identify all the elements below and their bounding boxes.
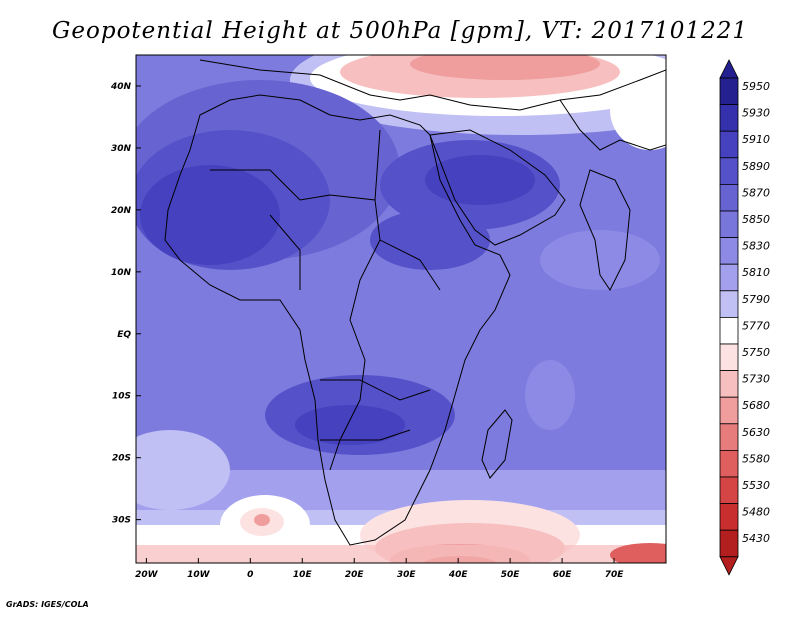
colorbar-label: 5480 bbox=[742, 506, 770, 519]
colorbar-cell bbox=[719, 529, 739, 558]
colorbar-label: 5930 bbox=[742, 107, 770, 120]
colorbar-label: 5810 bbox=[742, 266, 770, 279]
lat-tick-label: 10S bbox=[112, 392, 131, 402]
madagascar-coastline bbox=[481, 409, 513, 479]
shaded-field bbox=[136, 55, 666, 563]
india-coastline bbox=[579, 169, 631, 291]
lat-tick-label: 30N bbox=[111, 144, 132, 154]
lat-tick-label: 40N bbox=[110, 82, 132, 92]
lat-tick-label: 20N bbox=[111, 206, 132, 216]
colorbar-label: 5890 bbox=[742, 160, 770, 173]
lon-tick-label: 50E bbox=[501, 570, 521, 580]
lon-tick-label: 30E bbox=[397, 570, 417, 580]
colorbar-label: 5870 bbox=[742, 186, 770, 199]
grads-credit: GrADS: IGES/COLA bbox=[6, 600, 89, 609]
colorbar-cell bbox=[719, 449, 739, 478]
lon-tick-label: 0 bbox=[247, 570, 253, 580]
colorbar-cell bbox=[719, 290, 739, 318]
colorbar: 5950 5930 5910 5890 5870 5850 5830 5810 5790 5770… bbox=[719, 59, 770, 576]
map-frame bbox=[135, 54, 667, 564]
lon-tick-label: 70E bbox=[605, 570, 625, 580]
colorbar-cell bbox=[719, 423, 739, 451]
lon-tick-label: 10W bbox=[187, 570, 211, 580]
colorbar-cell bbox=[719, 370, 739, 398]
colorbar-label: 5580 bbox=[742, 452, 770, 465]
asia-border bbox=[559, 99, 666, 151]
longitude-axis: 20W 10W 0 10E 20E 30E 40E 50E 60E 70E bbox=[135, 558, 624, 580]
lat-tick-label: 30S bbox=[112, 516, 131, 526]
colorbar-label: 5730 bbox=[742, 373, 770, 386]
map-title: Geopotential Height at 500hPa [gpm], VT:… bbox=[52, 18, 748, 44]
colorbar-cell bbox=[719, 157, 739, 185]
lat-tick-label: 10N bbox=[111, 268, 132, 278]
colorbar-bottom-arrow bbox=[719, 556, 739, 576]
colorbar-label: 5950 bbox=[742, 80, 770, 93]
colorbar-cell bbox=[719, 210, 739, 239]
colorbar-top-arrow bbox=[719, 59, 739, 79]
colorbar-label: 5830 bbox=[742, 240, 770, 253]
colorbar-cell bbox=[719, 130, 739, 159]
coastlines bbox=[164, 59, 666, 546]
lat-tick-label: 20S bbox=[112, 454, 131, 464]
lon-tick-label: 20W bbox=[135, 570, 159, 580]
lon-tick-label: 10E bbox=[293, 570, 313, 580]
latitude-axis: 40N 30N 20N 10N EQ 10S 20S 30S bbox=[110, 82, 141, 526]
colorbar-cell bbox=[719, 503, 739, 531]
colorbar-label: 5910 bbox=[742, 133, 770, 146]
lon-tick-label: 60E bbox=[553, 570, 573, 580]
colorbar-label: 5790 bbox=[742, 293, 770, 306]
colorbar-cell bbox=[719, 343, 739, 372]
colorbar-cell bbox=[719, 183, 739, 212]
colorbar-cell bbox=[719, 77, 739, 106]
colorbar-cell bbox=[719, 316, 739, 345]
arabia-coastline bbox=[429, 129, 566, 246]
colorbar-label: 5430 bbox=[742, 532, 770, 545]
colorbar-cell bbox=[719, 104, 739, 132]
colorbar-label: 5770 bbox=[742, 319, 770, 332]
lon-tick-label: 20E bbox=[345, 570, 365, 580]
lat-tick-label: EQ bbox=[117, 330, 131, 340]
lon-tick-label: 40E bbox=[448, 570, 469, 580]
colorbar-cell bbox=[719, 237, 739, 265]
colorbar-label: 5850 bbox=[742, 213, 770, 226]
colorbar-cell bbox=[719, 476, 739, 505]
africa-coastline bbox=[164, 94, 511, 546]
colorbar-label: 5630 bbox=[742, 426, 770, 439]
colorbar-label: 5680 bbox=[742, 399, 770, 412]
colorbar-cell bbox=[719, 396, 739, 425]
colorbar-cell bbox=[719, 263, 739, 292]
colorbar-label: 5530 bbox=[742, 479, 770, 492]
african-borders bbox=[210, 129, 441, 471]
colorbar-label: 5750 bbox=[742, 346, 770, 359]
europe-coastline bbox=[199, 59, 666, 111]
